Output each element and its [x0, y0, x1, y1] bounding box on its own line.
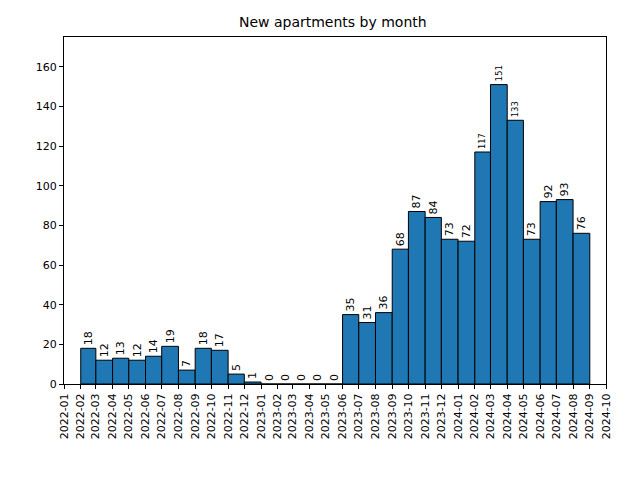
- svg-text:New apartments by month: New apartments by month: [239, 14, 427, 30]
- svg-text:2022-08: 2022-08: [172, 393, 185, 439]
- svg-text:19: 19: [164, 329, 177, 343]
- svg-text:2022-06: 2022-06: [139, 393, 152, 439]
- svg-text:2023-12: 2023-12: [435, 393, 448, 439]
- svg-text:0: 0: [263, 374, 276, 381]
- svg-text:2022-04: 2022-04: [106, 393, 119, 439]
- svg-text:35: 35: [344, 298, 357, 312]
- svg-text:7: 7: [180, 360, 193, 367]
- svg-text:73: 73: [443, 222, 456, 236]
- svg-text:140: 140: [36, 100, 57, 113]
- svg-text:40: 40: [43, 299, 57, 312]
- svg-text:92: 92: [542, 185, 555, 199]
- svg-text:36: 36: [377, 296, 390, 310]
- svg-text:18: 18: [82, 331, 95, 345]
- svg-text:2023-05: 2023-05: [319, 393, 332, 439]
- svg-text:2024-05: 2024-05: [517, 393, 530, 439]
- svg-text:2024-02: 2024-02: [468, 393, 481, 439]
- svg-text:133: 133: [510, 101, 520, 117]
- svg-text:73: 73: [525, 222, 538, 236]
- svg-text:2022-02: 2022-02: [74, 393, 87, 439]
- svg-text:151: 151: [494, 65, 504, 82]
- svg-text:2024-08: 2024-08: [567, 393, 580, 439]
- svg-text:2024-04: 2024-04: [501, 393, 514, 439]
- svg-text:13: 13: [114, 341, 127, 355]
- svg-text:160: 160: [36, 61, 57, 74]
- svg-text:120: 120: [36, 140, 57, 153]
- svg-text:68: 68: [394, 232, 407, 246]
- svg-text:17: 17: [213, 333, 226, 347]
- svg-text:2022-10: 2022-10: [205, 393, 218, 439]
- svg-text:2023-07: 2023-07: [352, 393, 365, 439]
- svg-text:2023-08: 2023-08: [369, 393, 382, 439]
- svg-text:5: 5: [230, 364, 243, 371]
- svg-text:12: 12: [98, 343, 111, 357]
- svg-text:2023-09: 2023-09: [386, 393, 399, 439]
- svg-text:0: 0: [295, 374, 308, 381]
- svg-text:60: 60: [43, 259, 57, 272]
- svg-text:2023-03: 2023-03: [286, 393, 299, 439]
- svg-text:2023-06: 2023-06: [336, 393, 349, 439]
- svg-text:76: 76: [575, 216, 588, 230]
- svg-text:100: 100: [36, 180, 57, 193]
- svg-text:2023-04: 2023-04: [303, 393, 316, 439]
- svg-text:2022-07: 2022-07: [155, 393, 168, 439]
- svg-text:2022-01: 2022-01: [58, 393, 71, 439]
- svg-text:2024-06: 2024-06: [534, 393, 547, 439]
- svg-text:2023-11: 2023-11: [419, 393, 432, 439]
- svg-text:0: 0: [50, 378, 57, 391]
- svg-text:18: 18: [197, 331, 210, 345]
- svg-text:2023-02: 2023-02: [271, 393, 284, 439]
- svg-text:0: 0: [328, 374, 341, 381]
- svg-text:0: 0: [311, 374, 324, 381]
- svg-text:2024-01: 2024-01: [452, 393, 465, 439]
- svg-text:93: 93: [558, 183, 571, 197]
- svg-text:84: 84: [427, 200, 440, 214]
- svg-text:31: 31: [361, 306, 374, 320]
- svg-text:2024-10: 2024-10: [600, 393, 613, 439]
- svg-text:2022-09: 2022-09: [189, 393, 202, 439]
- svg-text:80: 80: [43, 219, 57, 232]
- svg-text:2022-05: 2022-05: [122, 393, 135, 439]
- svg-text:2023-10: 2023-10: [402, 393, 415, 439]
- svg-text:2024-07: 2024-07: [550, 393, 563, 439]
- svg-text:87: 87: [410, 194, 423, 208]
- svg-text:2022-03: 2022-03: [89, 393, 102, 439]
- svg-text:12: 12: [131, 343, 144, 357]
- svg-text:2022-11: 2022-11: [222, 393, 235, 439]
- svg-text:2024-09: 2024-09: [583, 393, 596, 439]
- svg-text:20: 20: [43, 338, 57, 351]
- svg-text:0: 0: [279, 374, 292, 381]
- svg-text:14: 14: [147, 339, 160, 353]
- svg-text:1: 1: [246, 372, 259, 379]
- svg-text:72: 72: [460, 224, 473, 238]
- svg-text:2024-03: 2024-03: [484, 393, 497, 439]
- svg-text:2023-01: 2023-01: [255, 393, 268, 439]
- svg-text:2022-12: 2022-12: [238, 393, 251, 439]
- svg-text:117: 117: [477, 133, 487, 149]
